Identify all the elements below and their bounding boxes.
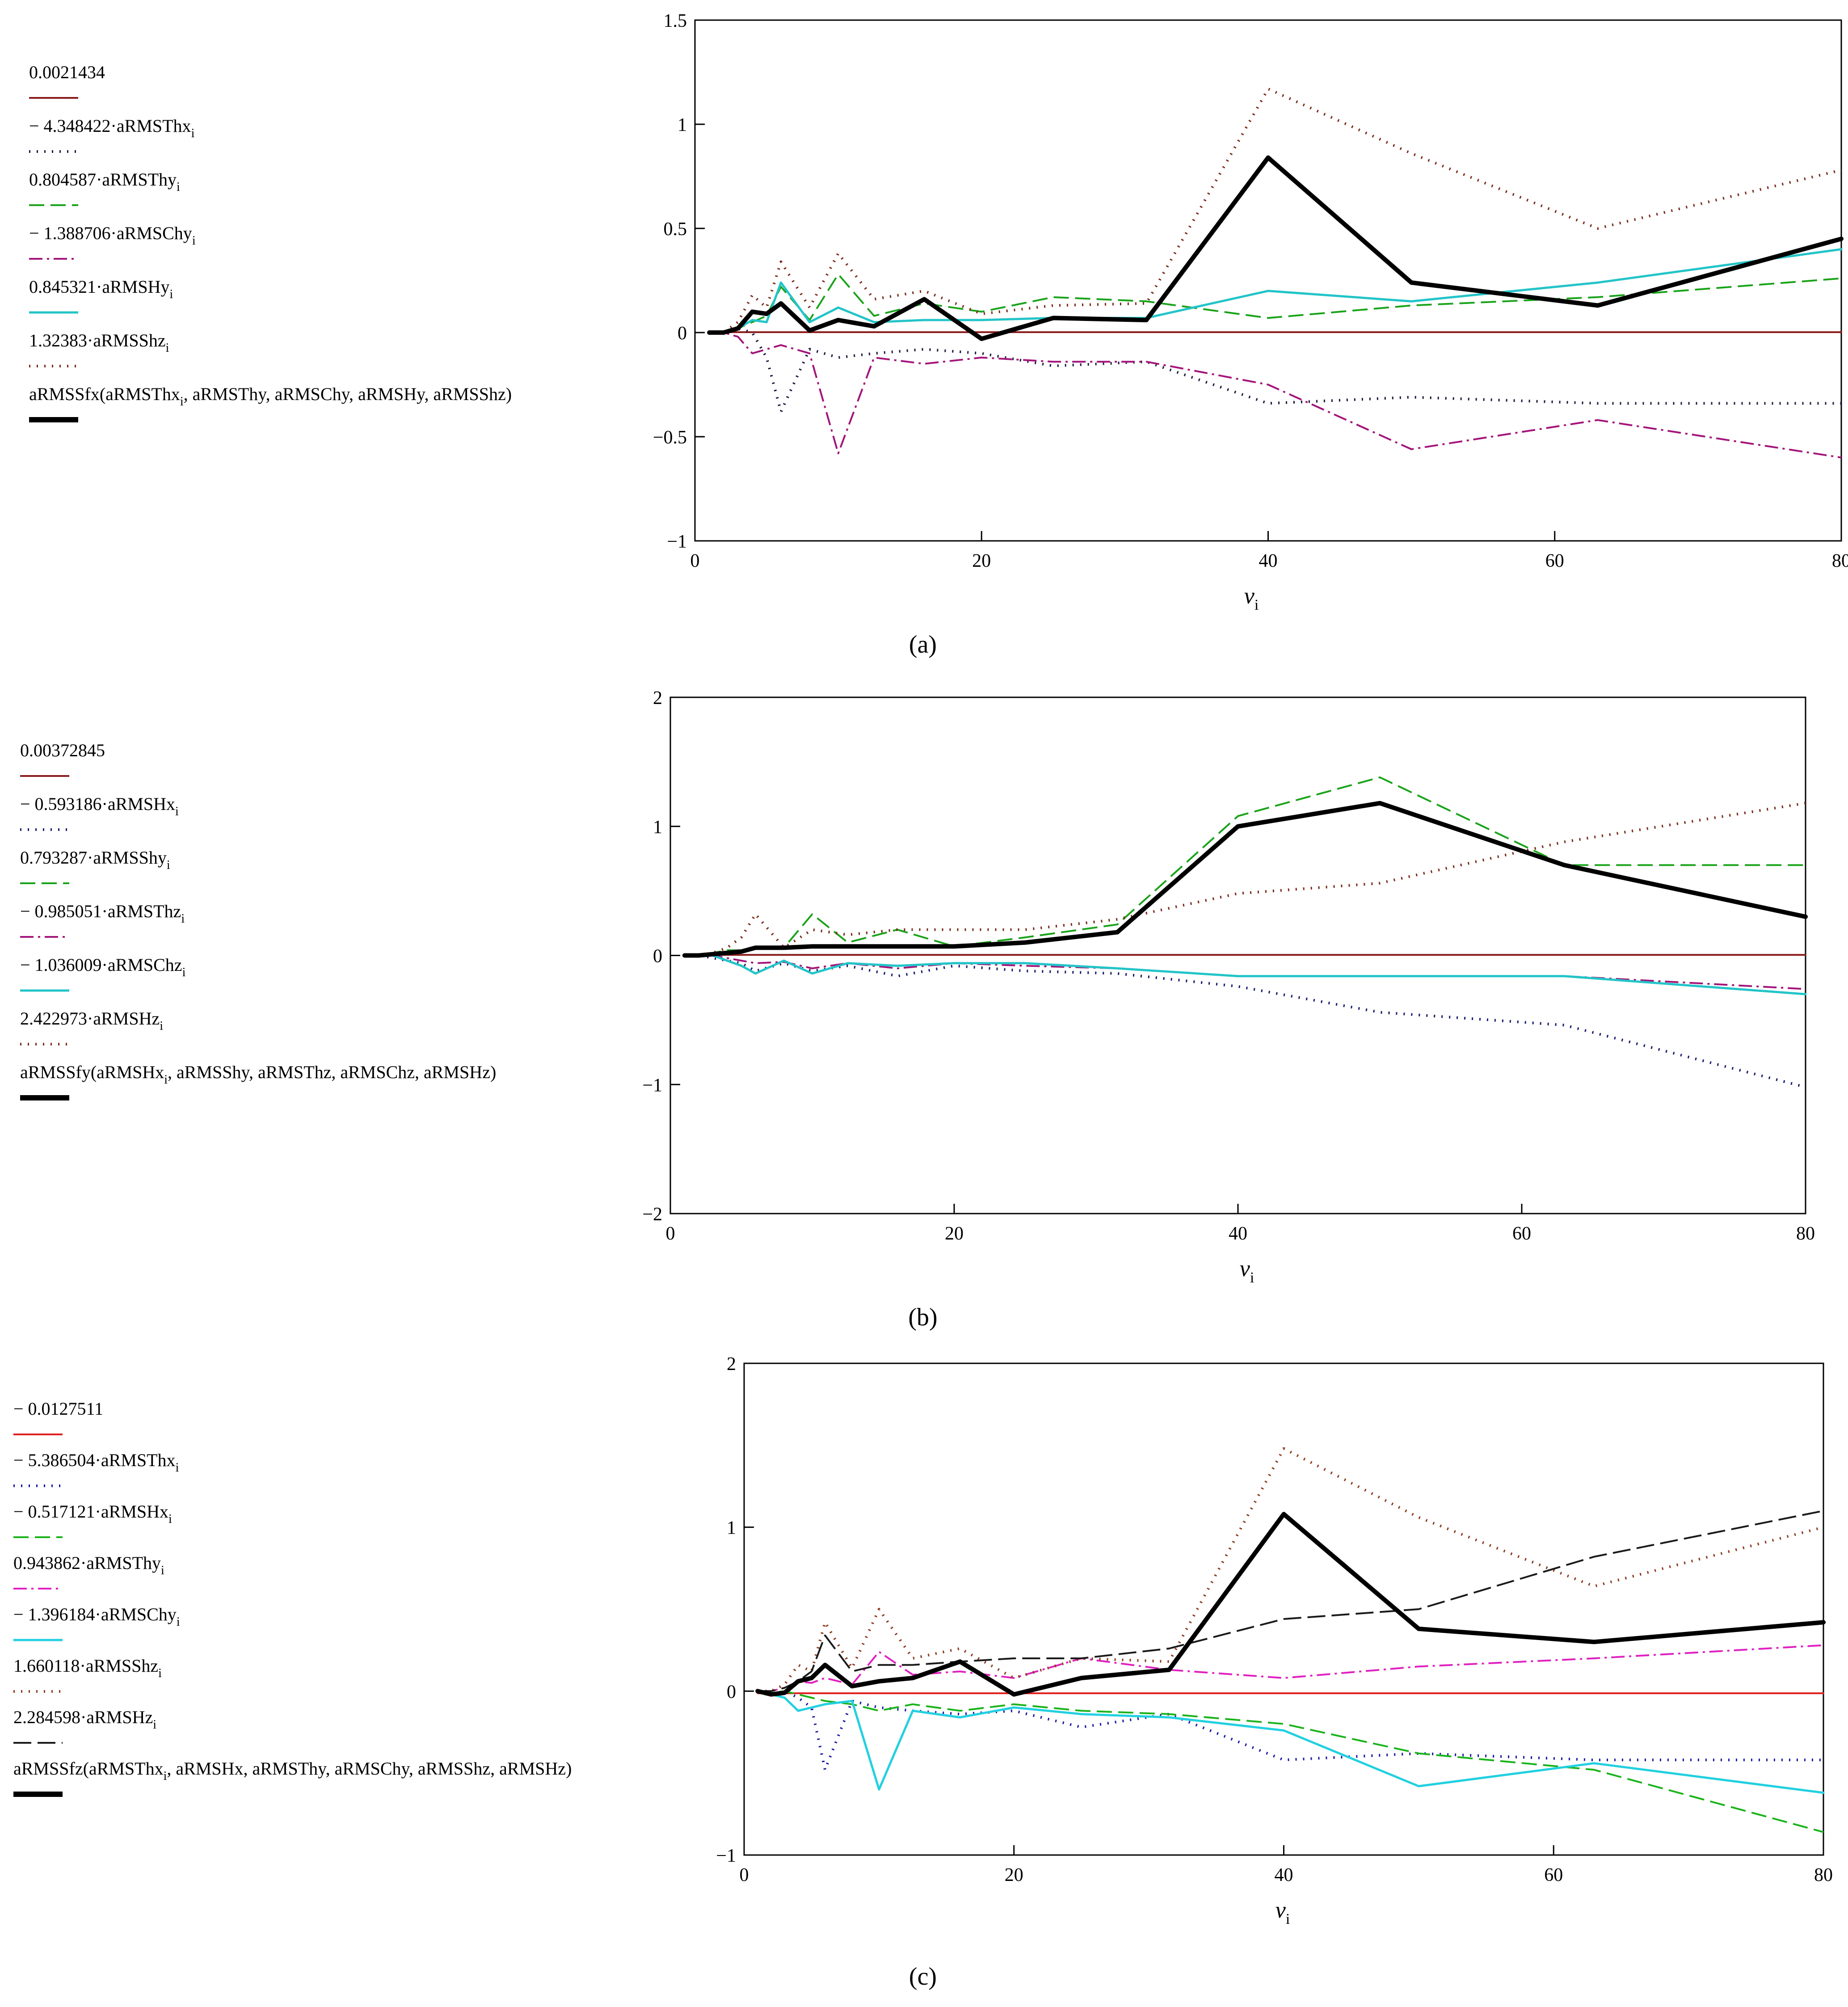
panel-caption: (a) [909,631,937,658]
legend-entry-4: − 0.985051·aRMSThzi [20,901,185,926]
x-tick-label: 0 [666,1223,675,1244]
y-tick-label: 0 [727,1682,736,1702]
y-tick-label: 1 [727,1518,736,1539]
legend-entry-6: 1.660118·aRMSShzi [13,1656,162,1680]
x-tick-label: 40 [1259,551,1278,571]
legend-entry-6: 2.422973·aRMSHzi [20,1008,163,1033]
x-tick-label: 80 [1814,1865,1833,1885]
plot-frame [694,19,1842,542]
y-tick-label: 0 [678,323,687,344]
legend-entry-2: − 0.593186·aRMSHxi [20,794,179,818]
legend-entry-1: 0.00372845 [20,740,105,760]
x-tick-label: 60 [1512,1223,1531,1244]
legend-entry-7: aRMSSfy(aRMSHxi, aRMSShy, aRMSThz, aRMSC… [20,1062,496,1087]
x-tick-label: 0 [690,551,700,571]
y-tick-label: −1 [642,1075,662,1096]
series-line-7 [758,1510,1824,1692]
legend-entry-1: 0.0021434 [29,62,105,82]
y-tick-label: −2 [642,1204,662,1225]
series-line-7 [682,801,1808,958]
legend-entry-5: − 1.036009·aRMSChzi [20,955,186,979]
x-axis-label: νi [1240,1256,1254,1286]
series-line-6 [684,801,1806,957]
legend-entry-1: − 0.0127511 [13,1399,103,1419]
series-line-6 [709,87,1842,334]
panel-caption: (c) [909,1963,937,1990]
x-axis-label: νi [1244,583,1259,613]
y-tick-label: 1 [678,115,687,135]
x-tick-label: 80 [1832,551,1848,571]
x-tick-label: 20 [945,1223,964,1244]
x-tick-label: 60 [1544,1865,1563,1885]
legend-entry-5: − 1.396184·aRMSChyi [13,1604,180,1629]
legend: − 0.0127511 − 5.386504·aRMSThxi − 0.517121… [13,1399,572,1797]
legend-entry-2: − 4.348422·aRMSThxi [29,116,195,140]
series-line-5 [683,954,1807,995]
legend-entry-3: − 0.517121·aRMSHxi [13,1501,172,1526]
panel-a: −1 −0.5 0 0.5 1 1.5 0 20 40 60 80 νi 0.0021434 − 4.34… [29,11,1848,658]
x-tick-label: 0 [740,1865,749,1885]
series-line-4 [709,332,1842,459]
legend-entry-7: aRMSSfx(aRMSThxi, aRMSThy, aRMSChy, aRMS… [29,384,512,409]
y-tick-label: 2 [653,688,662,708]
series-line-5 [756,1690,1825,1794]
y-tick-label: −0.5 [653,427,687,448]
y-tick-label: 2 [727,1354,736,1375]
legend-entry-4: 0.943862·aRMSThyi [13,1553,164,1577]
x-tick-label: 40 [1229,1223,1247,1244]
x-tick-label: 40 [1275,1865,1293,1885]
series-line-3 [684,776,1806,957]
x-tick-label: 20 [1005,1865,1023,1885]
legend-entry-8: aRMSSfz(aRMSThxi, aRMSHx, aRMSThy, aRMSC… [13,1758,572,1783]
series-line-4 [758,1644,1824,1692]
series-line-4 [684,954,1806,990]
x-tick-label: 80 [1796,1223,1815,1244]
series-line-5 [708,248,1843,334]
y-tick-label: −1 [667,531,687,552]
series-line-3 [709,273,1842,333]
series-line-7 [707,155,1844,341]
series-line-8 [755,1512,1826,1697]
series-line-3 [757,1690,1824,1833]
legend-entry-7: 2.284598·aRMSHzi [13,1707,156,1732]
y-tick-label: 0.5 [664,219,687,240]
x-tick-label: 20 [972,551,991,571]
plot-frame [743,1362,1824,1856]
series-line-2 [757,1690,1823,1771]
legend-entry-4: − 1.388706·aRMSChyi [29,223,196,248]
legend-entry-3: 0.804587·aRMSThyi [29,169,180,194]
y-tick-label: 0 [653,946,662,967]
x-axis-label: νi [1275,1897,1290,1927]
y-tick-label: −1 [716,1846,736,1866]
series-line-2 [709,327,1841,413]
legend-entry-2: − 5.386504·aRMSThxi [13,1450,179,1475]
legend: 0.00372845 − 0.593186·aRMSHxi 0.793287·aRM… [20,740,496,1100]
y-tick-label: 1.5 [664,11,687,31]
y-tick-label: 1 [653,817,662,838]
legend-entry-5: 0.845321·aRMSHyi [29,277,173,301]
x-tick-label: 60 [1545,551,1564,571]
legend-entry-6: 1.32383·aRMSShzi [29,330,169,355]
legend: 0.0021434 − 4.348422·aRMSThxi 0.804587·aRM… [29,62,512,422]
legend-entry-3: 0.793287·aRMSShyi [20,847,170,872]
panel-caption: (b) [908,1303,937,1331]
